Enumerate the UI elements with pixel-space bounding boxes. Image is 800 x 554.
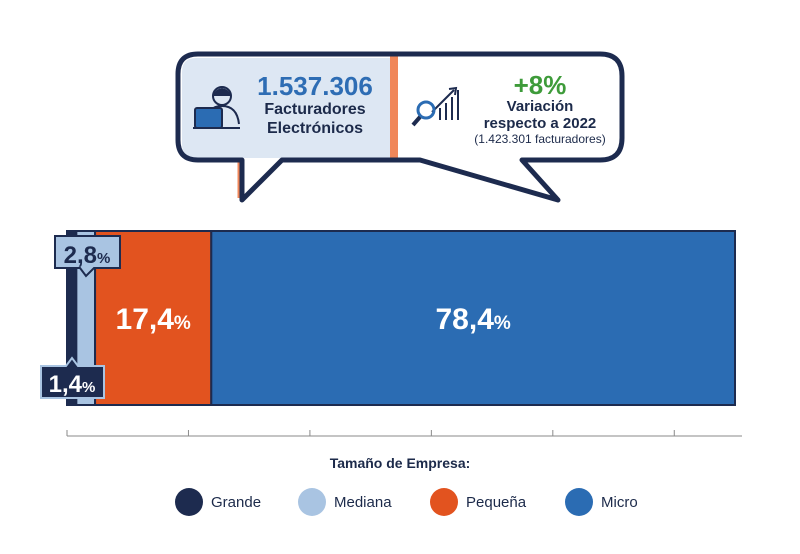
legend-item-pequena: Pequeña (430, 487, 526, 517)
data-label-box-mediana (54, 235, 121, 278)
legend-swatch-micro (565, 488, 593, 516)
data-label-box-grande (40, 356, 105, 399)
variation-sub: (1.423.301 facturadores) (474, 132, 606, 146)
callout-left-panel (182, 58, 392, 158)
legend-item-micro: Micro (565, 487, 638, 517)
legend-label-micro: Micro (601, 493, 638, 511)
callout-outline (175, 51, 625, 203)
variation-label-2: respecto a 2022 (483, 115, 597, 132)
legend-title: Tamaño de Empresa: (329, 455, 471, 471)
legend-item-mediana: Mediana (298, 487, 392, 517)
legend-swatch-pequena (430, 488, 458, 516)
variation-block: +8% Variación respecto a 2022 (1.423.301… (460, 71, 620, 146)
data-label-micro: 78,4% (435, 303, 510, 336)
facturadores-block: 1.537.306 Facturadores Electrónicos (240, 72, 390, 138)
callout-divider (390, 55, 398, 158)
magnifier-chart-icon (411, 86, 459, 127)
callout-bubble (175, 51, 625, 203)
legend-label-grande: Grande (211, 493, 262, 511)
variation-label-1: Variación (506, 98, 574, 115)
legend-swatch-grande (175, 488, 203, 516)
data-label-box-shape-mediana (54, 235, 121, 278)
variation-value: +8% (513, 70, 567, 100)
facturadores-value: 1.537.306 (257, 71, 373, 101)
data-label-pequeña: 17,4% (116, 303, 191, 336)
legend-label-mediana: Mediana (334, 493, 392, 511)
bar-micro (210, 230, 736, 406)
legend-item-grande: Grande (175, 487, 261, 517)
legend-label-pequena: Pequeña (466, 493, 527, 511)
stacked-bar-chart: 17,4% 78,4% 2,8% 1,4% (40, 230, 742, 437)
data-label-mediana: 2,8% (64, 242, 111, 269)
legend-swatch-mediana (298, 488, 326, 516)
facturadores-label-1: Facturadores (264, 101, 366, 118)
facturadores-label-2: Electrónicos (266, 120, 364, 137)
data-label-grande: 1,4% (49, 371, 96, 398)
person-laptop-icon (193, 86, 240, 129)
